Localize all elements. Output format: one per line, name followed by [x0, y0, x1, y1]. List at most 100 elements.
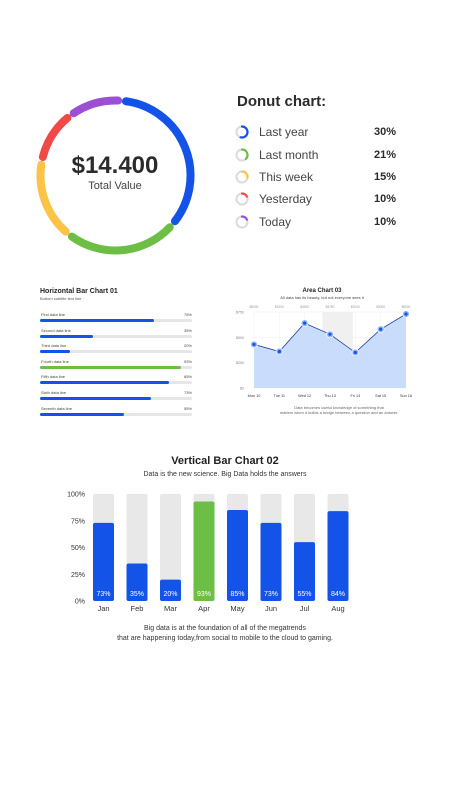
vbar-bar-jan	[93, 522, 114, 601]
legend-label: Last year	[259, 125, 309, 139]
area-point-core	[277, 349, 281, 354]
vbar-bar-apr	[193, 501, 215, 601]
vbar-bar-aug	[327, 511, 349, 601]
area-y-tick: $0	[240, 387, 244, 391]
legend-ring-icon	[235, 215, 249, 229]
vbar-bar-jul	[294, 542, 315, 601]
legend-item: Last year 30%	[234, 122, 404, 142]
vbar-caption: Big data is at the foundation of all of …	[0, 624, 450, 644]
hbar-value: 20%	[183, 343, 192, 349]
area-caption-line-2: matters when it builds a bridge between …	[279, 410, 399, 415]
hbar-fill	[40, 381, 170, 385]
hbar-row: Sixth data line 73%	[40, 390, 192, 405]
donut-slice-last-year	[121, 97, 195, 226]
legend-label: Yesterday	[259, 192, 312, 206]
legend-label: Today	[259, 215, 292, 229]
donut-slice-this-week	[36, 160, 70, 236]
hbar-fill	[40, 350, 71, 354]
area-caption-line-1: Data becomes useful knowledge of somethi…	[294, 405, 384, 410]
hbar-label: First data line	[41, 312, 66, 317]
legend-item: Today 10%	[234, 212, 404, 232]
area-top-label: $5000	[402, 305, 411, 309]
hbar-track	[40, 412, 192, 416]
vbar-value-label: 73%	[96, 591, 110, 598]
donut-chart: $14.400 Total Value Donut chart: Last ye…	[0, 0, 450, 270]
hbar-row: Second data line 35%	[40, 328, 192, 343]
hbar-label: Fourth data line	[41, 358, 69, 364]
area-point-core	[379, 327, 383, 331]
area-top-label: $5000	[250, 305, 259, 309]
hbar-track	[40, 397, 192, 400]
hbar-value: 85%	[183, 374, 192, 380]
vertical-bar-chart: 0% 25% 50% 75% 100% 73% Jan 35% Feb 20% Mar 93% Apr 8…	[67, 492, 349, 613]
vbar-y-tick: 100%	[67, 492, 85, 499]
area-x-label: Sat 15	[375, 394, 386, 398]
hbar-label: Sixth data line	[41, 390, 67, 395]
vbar-y-tick: 75%	[71, 518, 85, 525]
vbar-y-tick: 50%	[71, 545, 85, 552]
vbar-category-label: Mar	[164, 604, 177, 613]
donut-slice-last-month	[67, 223, 174, 255]
hbar-row: Fifth data line 85%	[40, 374, 192, 389]
hbar-fill	[40, 412, 124, 416]
legend-ring-icon	[235, 125, 249, 139]
vbar-category-label: May	[230, 604, 244, 613]
vbar-category-label: Apr	[198, 604, 210, 613]
hbar-fill	[40, 319, 154, 322]
area-x-label: Mon 10	[248, 394, 261, 398]
donut-ring	[36, 96, 195, 255]
legend-ring-icon	[235, 192, 249, 206]
area-point-core	[404, 312, 408, 316]
hbar-track	[40, 350, 192, 354]
vbar-bar-may	[227, 510, 248, 601]
hbar-row: First data line 75%	[40, 312, 192, 327]
area-chart: Area Chart 03 All data has its beauty, b…	[226, 286, 418, 418]
hbar-track	[40, 334, 192, 338]
area-y-tick: $250	[236, 361, 244, 365]
vbar-category-label: Feb	[131, 604, 144, 613]
area-point-core	[303, 321, 307, 325]
hbar-row: Seventh data line 55%	[40, 406, 192, 421]
legend-value: 30%	[374, 126, 397, 138]
legend-value: 10%	[374, 193, 397, 205]
vbar-value-label: 20%	[163, 591, 177, 598]
hbar-fill	[40, 397, 151, 400]
legend-value: 10%	[374, 216, 397, 228]
area-point-core	[328, 332, 332, 336]
legend-value: 21%	[374, 149, 397, 161]
area-top-label: $4000	[300, 305, 309, 309]
hbar-value: 35%	[183, 327, 192, 333]
hbar-row: Third data line 20%	[40, 343, 192, 358]
hbar-value: 75%	[183, 312, 192, 317]
hbar-label: Seventh data line	[41, 405, 72, 411]
vbar-value-label: 35%	[130, 591, 144, 598]
legend-label: This week	[259, 170, 314, 184]
area-x-label: Tue 11	[274, 394, 285, 398]
hbar-value: 73%	[183, 390, 192, 395]
hbar-label: Third data line	[41, 343, 67, 349]
area-top-label: $2000	[275, 305, 284, 309]
area-plot: $0 $250 $500 $750 $5000 $2000 $4000 $3750 $3200 $…	[236, 305, 412, 398]
area-top-label: $3200	[351, 305, 360, 309]
donut-title: Donut chart:	[237, 93, 327, 110]
hbar-title: Horizontal Bar Chart 01	[40, 288, 118, 295]
vbar-category-label: Jul	[300, 604, 310, 613]
area-x-label: Fri 14	[350, 394, 360, 398]
hbar-fill	[40, 334, 94, 338]
area-fill	[254, 314, 406, 388]
vbar-bar-feb	[126, 563, 148, 601]
area-point-core	[353, 350, 357, 355]
vbar-y-tick: 0%	[75, 599, 85, 606]
vbar-caption-line-1: Big data is at the foundation of all of …	[144, 625, 306, 632]
hbar-subtitle: Bottom subtitle text line	[40, 296, 82, 301]
vbar-value-label: 84%	[331, 591, 345, 598]
vbar-caption-line-2: that are happening today,from social to …	[117, 635, 333, 642]
vbar-subtitle: Data is the new science. Big Data holds …	[143, 471, 307, 478]
donut-total-value: $14.400	[71, 152, 159, 179]
legend-item: This week 15%	[234, 167, 404, 187]
vbar-title: Vertical Bar Chart 02	[171, 455, 279, 467]
legend-ring-icon	[235, 148, 249, 162]
vbar-bar-mar	[160, 579, 181, 601]
area-x-label: Wed 12	[298, 394, 311, 398]
vbar-category-label: Jun	[265, 604, 277, 613]
